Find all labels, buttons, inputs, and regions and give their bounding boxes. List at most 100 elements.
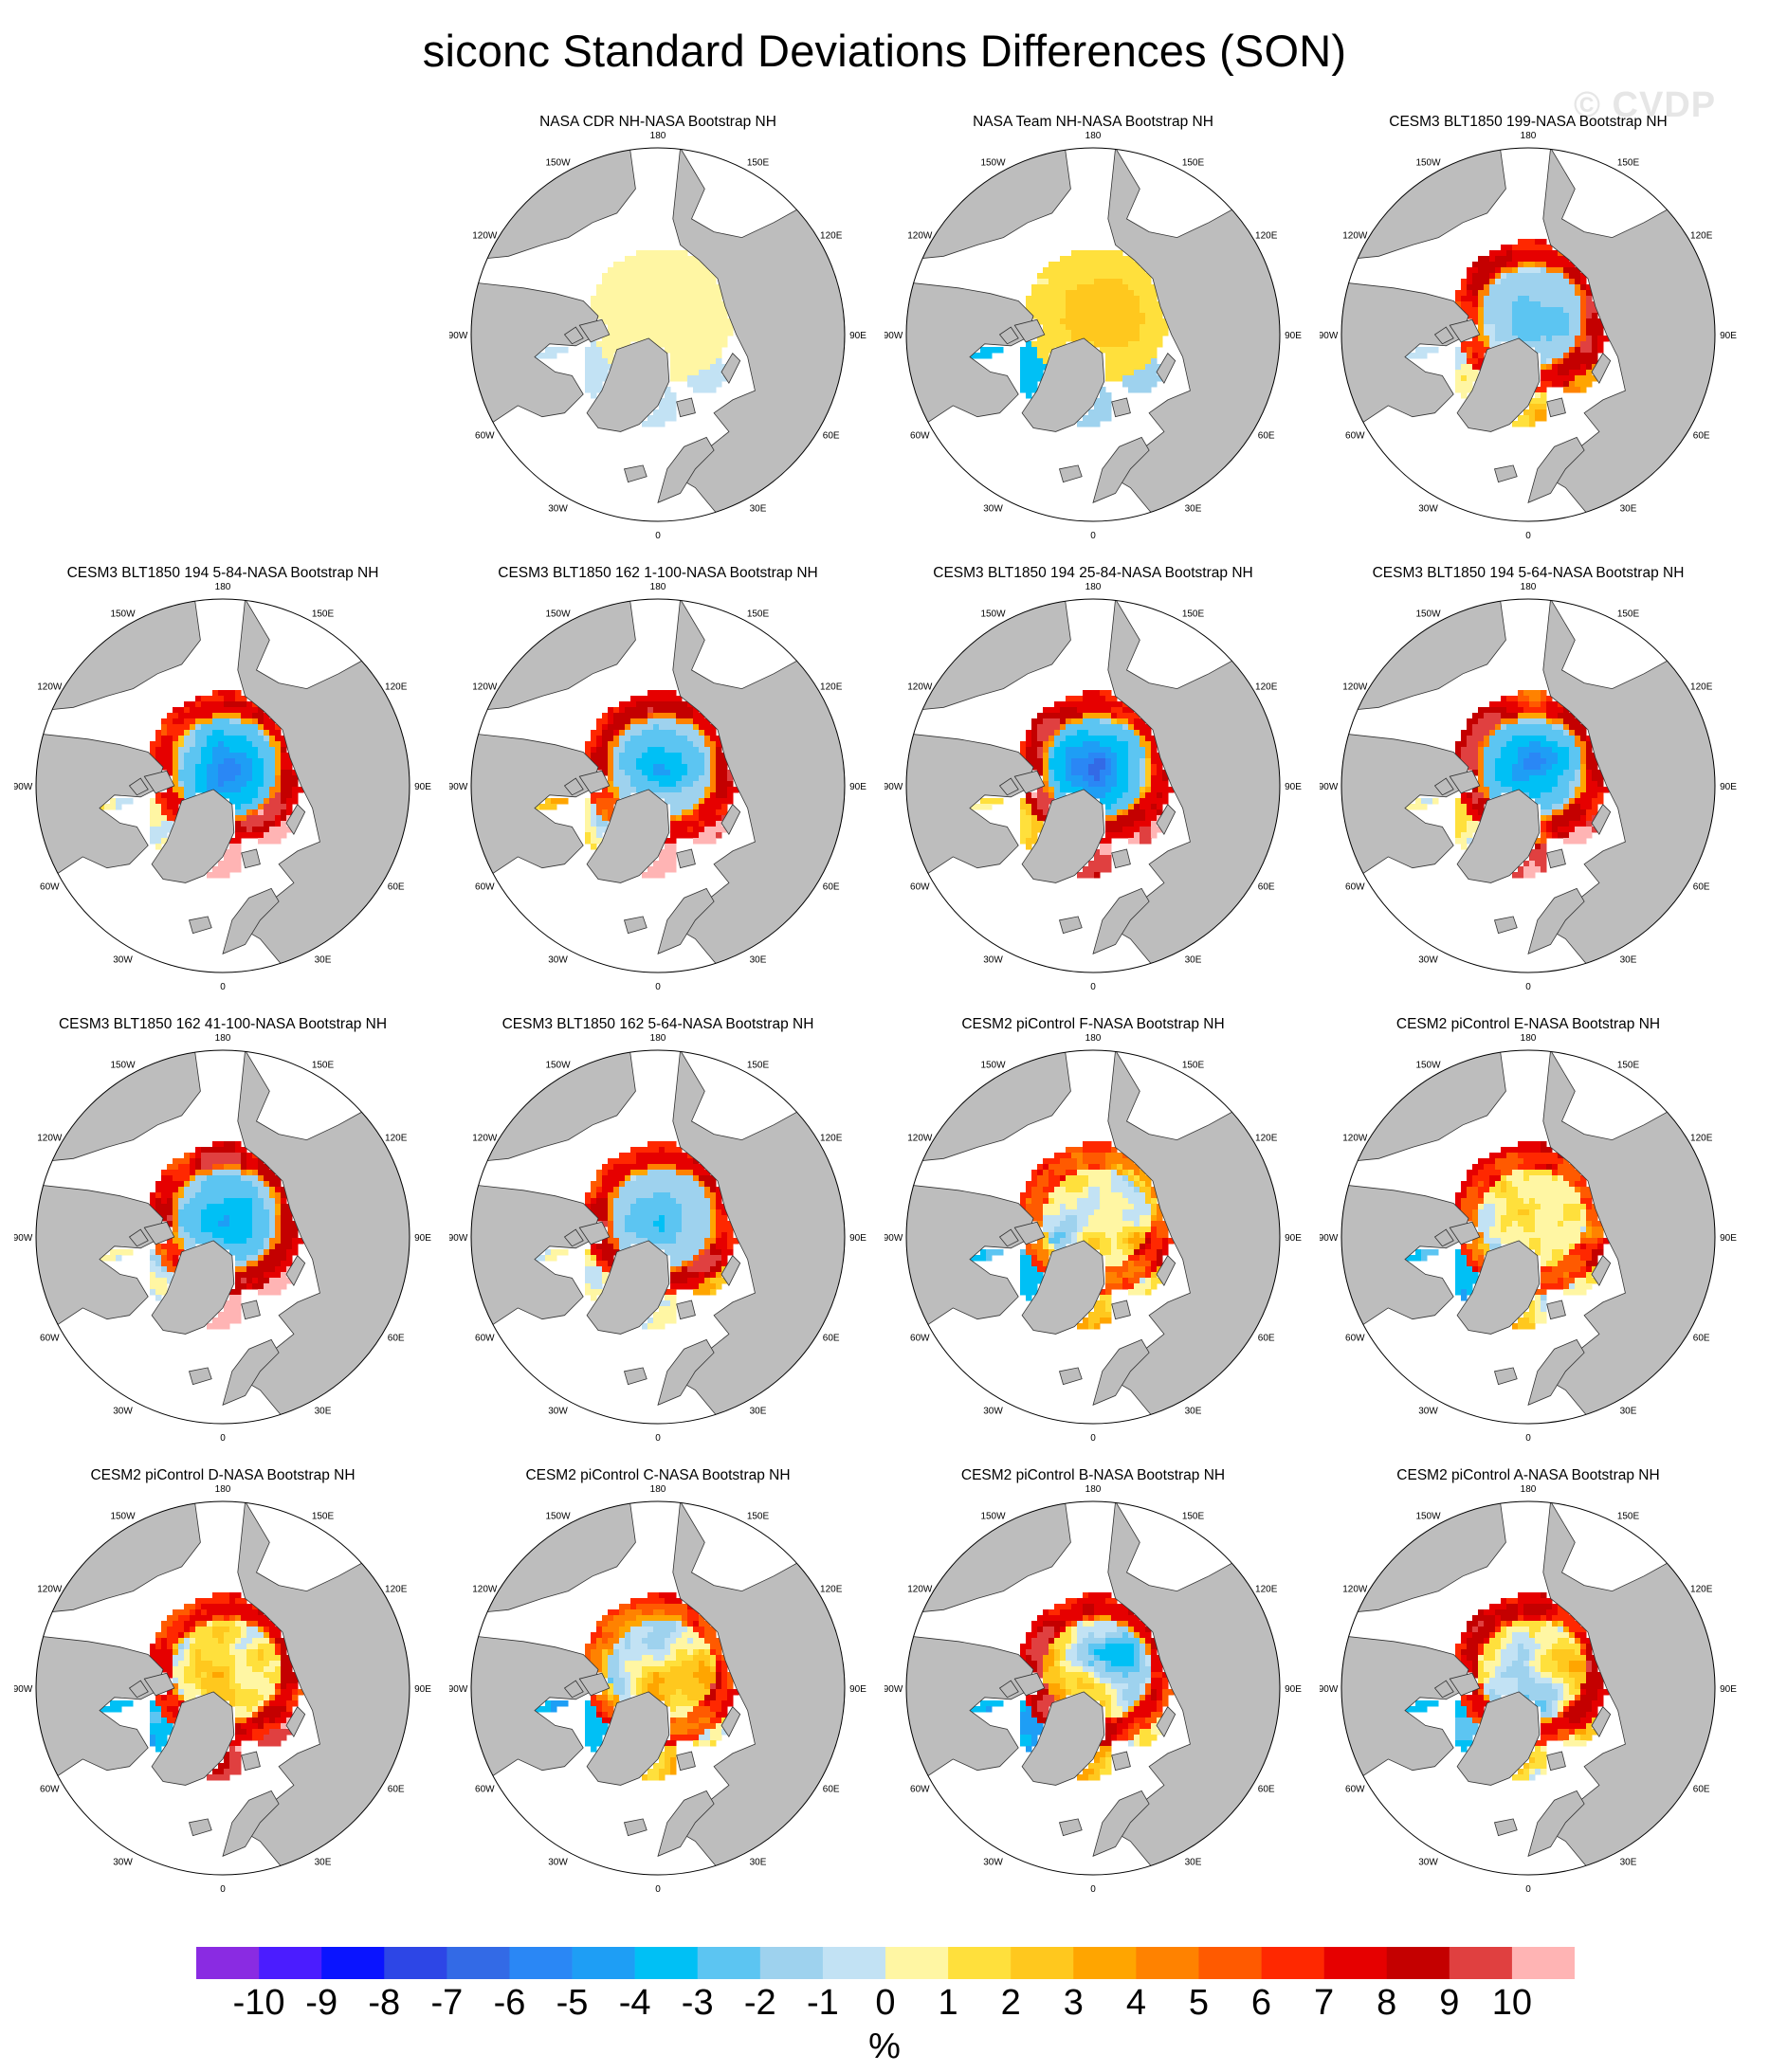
- data-cell: [1122, 318, 1129, 325]
- data-cell: [184, 1187, 191, 1193]
- data-cell: [195, 701, 202, 708]
- data-cell: [647, 718, 654, 725]
- data-cell: [1134, 781, 1140, 788]
- land-mass: [241, 1300, 261, 1320]
- data-cell: [1043, 341, 1049, 348]
- data-cell: [1506, 724, 1513, 731]
- data-cell: [619, 730, 626, 736]
- data-cell: [190, 701, 196, 708]
- map-panel: CESM3 BLT1850 194 5-64-NASA Bootstrap NH…: [1320, 565, 1737, 991]
- data-cell: [1489, 273, 1496, 280]
- data-cell: [687, 747, 694, 754]
- data-cell: [636, 1164, 643, 1171]
- data-cell: [625, 1209, 631, 1216]
- data-cell: [591, 353, 597, 359]
- data-cell: [1077, 787, 1084, 793]
- data-cell: [1140, 781, 1146, 788]
- data-cell: [630, 256, 637, 263]
- data-cell: [1501, 256, 1507, 263]
- data-cell: [184, 1170, 191, 1176]
- data-cell: [229, 1147, 236, 1154]
- data-cell: [184, 707, 191, 714]
- data-cell: [1066, 324, 1072, 331]
- longitude-label: 90E: [1285, 331, 1302, 341]
- data-cell: [1558, 330, 1564, 336]
- data-cell: [1105, 1187, 1112, 1193]
- data-cell: [229, 1187, 236, 1193]
- data-cell: [699, 358, 705, 365]
- data-cell: [1569, 273, 1576, 280]
- data-cell: [1535, 250, 1541, 257]
- data-cell: [1506, 324, 1513, 331]
- data-cell: [608, 1221, 614, 1227]
- data-cell: [167, 1278, 173, 1284]
- data-cell: [682, 301, 688, 308]
- data-cell: [212, 758, 219, 765]
- data-cell: [659, 1181, 666, 1188]
- data-cell: [1071, 753, 1078, 759]
- data-cell: [1569, 336, 1576, 342]
- data-cell: [1541, 273, 1547, 280]
- data-cell: [1111, 330, 1118, 336]
- data-cell: [1122, 347, 1129, 354]
- data-cell: [596, 838, 603, 845]
- data-cell: [1529, 718, 1536, 725]
- data-cell: [992, 347, 998, 354]
- data-cell: [1472, 336, 1479, 342]
- data-cell: [1518, 250, 1524, 257]
- data-cell: [1083, 250, 1089, 257]
- data-cell: [1088, 787, 1095, 793]
- data-cell: [1563, 313, 1570, 319]
- longitude-label: 0: [1090, 982, 1096, 991]
- data-cell: [636, 296, 643, 302]
- data-cell: [608, 798, 614, 805]
- data-cell: [687, 1192, 694, 1199]
- data-cell: [173, 741, 179, 748]
- data-cell: [653, 318, 660, 325]
- data-cell: [1037, 718, 1044, 725]
- data-cell: [1580, 336, 1587, 342]
- data-cell: [229, 1295, 236, 1301]
- data-cell: [613, 730, 620, 736]
- data-cell: [1518, 239, 1524, 245]
- data-cell: [229, 741, 236, 748]
- data-cell: [1088, 866, 1095, 873]
- data-cell: [212, 764, 219, 771]
- data-cell: [235, 1295, 242, 1301]
- data-cell: [556, 1249, 563, 1256]
- data-cell: [1546, 245, 1553, 251]
- data-cell: [647, 1227, 654, 1233]
- data-cell: [1461, 804, 1468, 810]
- data-cell: [207, 1323, 213, 1330]
- data-cell: [1094, 324, 1101, 331]
- land-mass: [471, 282, 599, 428]
- data-cell: [1134, 1181, 1140, 1188]
- data-cell: [659, 707, 666, 714]
- data-cell: [155, 758, 162, 765]
- data-cell: [212, 724, 219, 731]
- data-cell: [1111, 1175, 1118, 1182]
- data-cell: [1037, 353, 1044, 359]
- data-cell: [241, 1232, 247, 1239]
- data-cell: [682, 775, 688, 782]
- data-cell: [619, 341, 626, 348]
- data-cell: [1478, 741, 1485, 748]
- data-cell: [1094, 849, 1101, 856]
- data-cell: [636, 318, 643, 325]
- data-cell: [665, 718, 671, 725]
- data-cell: [246, 724, 253, 731]
- data-cell: [653, 1221, 660, 1227]
- data-cell: [1071, 1164, 1078, 1171]
- data-cell: [676, 781, 683, 788]
- data-cell: [161, 804, 168, 810]
- data-cell: [1083, 262, 1089, 268]
- data-cell: [591, 753, 597, 759]
- data-cell: [1518, 690, 1524, 697]
- data-cell: [670, 753, 677, 759]
- data-cell: [619, 1227, 626, 1233]
- data-cell: [1518, 747, 1524, 754]
- data-cell: [190, 741, 196, 748]
- data-cell: [1563, 736, 1570, 742]
- data-cell: [687, 336, 694, 342]
- data-cell: [613, 1187, 620, 1193]
